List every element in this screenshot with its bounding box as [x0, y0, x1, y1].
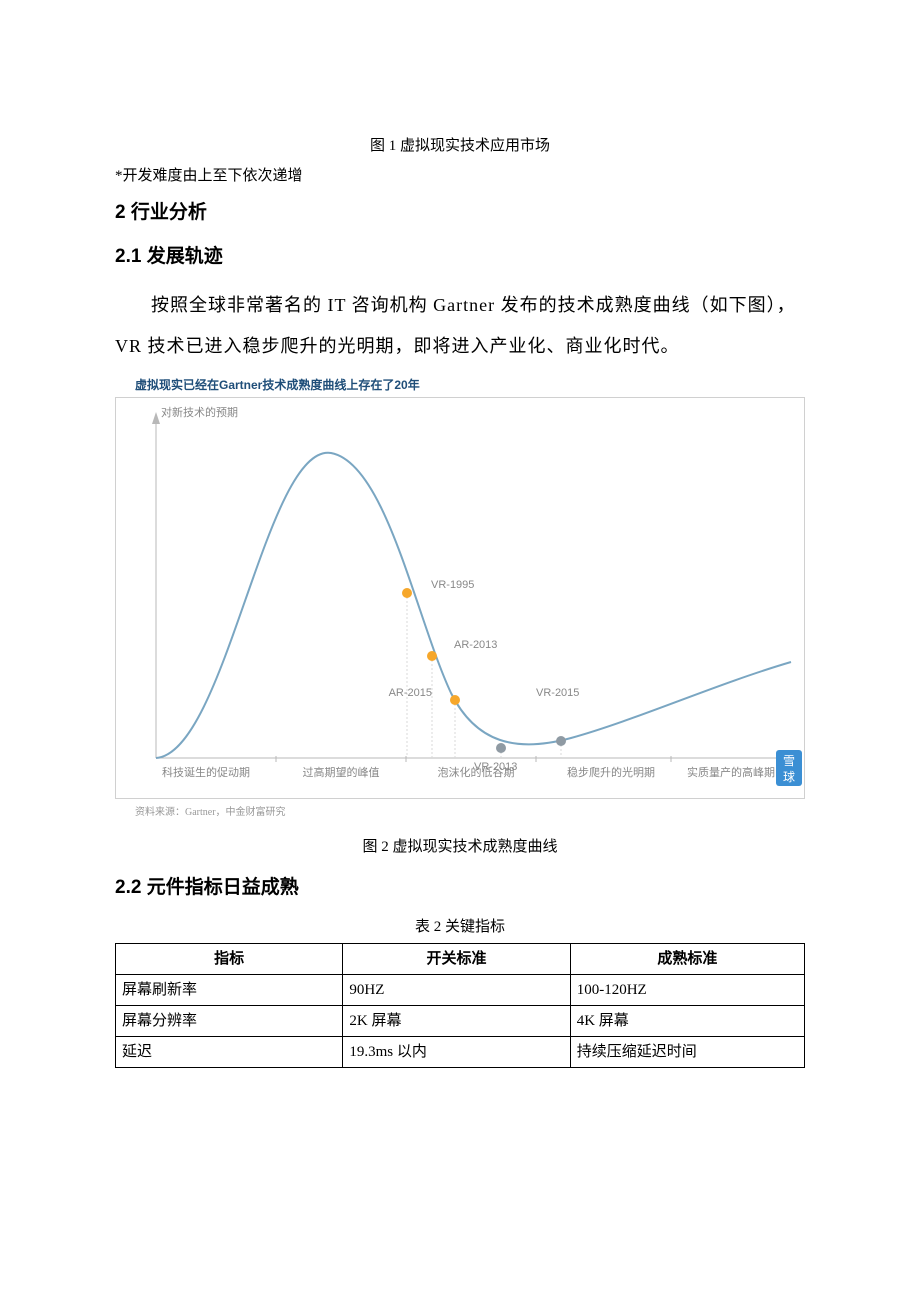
svg-text:对新技术的预期: 对新技术的预期 — [161, 405, 238, 419]
table-cell: 屏幕分辨率 — [116, 1006, 343, 1037]
svg-text:实质量产的高峰期: 实质量产的高峰期 — [687, 765, 775, 779]
table-cell: 2K 屏幕 — [343, 1006, 570, 1037]
section-2-2-heading: 2.2 元件指标日益成熟 — [115, 873, 805, 903]
table2-caption: 表 2 关键指标 — [115, 915, 805, 939]
svg-text:泡沫化的低谷期: 泡沫化的低谷期 — [438, 765, 515, 779]
key-indicators-table: 指标开关标准成熟标准 屏幕刷新率90HZ100-120HZ屏幕分辨率2K 屏幕4… — [115, 943, 805, 1068]
section-2-1-heading: 2.1 发展轨迹 — [115, 242, 805, 272]
section-2-heading: 2 行业分析 — [115, 198, 805, 228]
table-cell: 持续压缩延迟时间 — [570, 1037, 804, 1068]
para-gartner: 按照全球非常著名的 IT 咨询机构 Gartner 发布的技术成熟度曲线（如下图… — [115, 285, 805, 368]
table-cell: 100-120HZ — [570, 975, 804, 1006]
gartner-hype-chart: 虚拟现实已经在Gartner技术成熟度曲线上存在了20年 对新技术的预期 VR-1… — [115, 376, 805, 821]
table-header-cell: 成熟标准 — [570, 944, 804, 975]
table-cell: 屏幕刷新率 — [116, 975, 343, 1006]
svg-text:AR-2013: AR-2013 — [454, 639, 497, 651]
svg-text:稳步爬升的光明期: 稳步爬升的光明期 — [567, 765, 655, 779]
chart-plot-area: 对新技术的预期VR-1995AR-2013AR-2015VR-2013VR-20… — [115, 397, 805, 799]
table-header-cell: 开关标准 — [343, 944, 570, 975]
table-cell: 19.3ms 以内 — [343, 1037, 570, 1068]
table-row: 延迟19.3ms 以内持续压缩延迟时间 — [116, 1037, 805, 1068]
table-row: 屏幕刷新率90HZ100-120HZ — [116, 975, 805, 1006]
table-header-cell: 指标 — [116, 944, 343, 975]
figure1-caption: 图 1 虚拟现实技术应用市场 — [115, 134, 805, 158]
svg-text:球: 球 — [783, 770, 795, 784]
svg-text:AR-2015: AR-2015 — [389, 687, 432, 699]
chart-title: 虚拟现实已经在Gartner技术成熟度曲线上存在了20年 — [135, 376, 805, 395]
dev-difficulty-note: *开发难度由上至下依次递增 — [115, 164, 805, 188]
table-cell: 延迟 — [116, 1037, 343, 1068]
table-cell: 90HZ — [343, 975, 570, 1006]
table-row: 屏幕分辨率2K 屏幕4K 屏幕 — [116, 1006, 805, 1037]
svg-text:VR-2015: VR-2015 — [536, 687, 579, 699]
svg-text:VR-1995: VR-1995 — [431, 579, 474, 591]
svg-text:雪: 雪 — [783, 754, 795, 768]
chart-source: 资料来源：Gartner，中金财富研究 — [135, 805, 805, 821]
svg-text:过高期望的峰值: 过高期望的峰值 — [303, 765, 380, 779]
table-cell: 4K 屏幕 — [570, 1006, 804, 1037]
figure2-caption: 图 2 虚拟现实技术成熟度曲线 — [115, 835, 805, 859]
svg-text:科技诞生的促动期: 科技诞生的促动期 — [162, 765, 250, 779]
